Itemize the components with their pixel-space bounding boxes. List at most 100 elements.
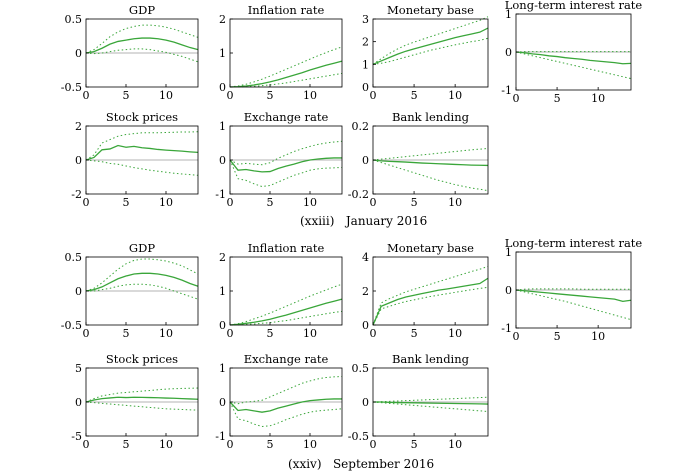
plot-frame xyxy=(372,256,489,326)
x-tick-label: 0 xyxy=(83,196,90,209)
y-tick-label: 0 xyxy=(505,46,512,59)
panel-title: GDP xyxy=(129,241,155,255)
panel-upper-inflation-rate: Inflation rate 0 5 10 0 1 2 xyxy=(219,3,343,102)
x-tick-label: 0 xyxy=(370,327,377,340)
series-median xyxy=(229,398,342,413)
y-tick-label: 0 xyxy=(219,81,226,94)
panel-title: Exchange rate xyxy=(244,110,329,124)
series-lower xyxy=(229,401,343,427)
y-tick-label: 1 xyxy=(362,58,369,71)
x-tick-label: 5 xyxy=(554,92,561,105)
x-tick-label: 0 xyxy=(227,196,234,209)
series-median xyxy=(373,401,489,405)
series-lower xyxy=(515,51,632,80)
panel-title: Monetary base xyxy=(387,241,474,255)
x-tick-label: 10 xyxy=(303,196,317,209)
series-median xyxy=(372,27,489,65)
y-tick-label: 0 xyxy=(75,285,82,298)
panel-lower-inflation-rate: Inflation rate 0 5 10 0 1 2 xyxy=(219,241,343,340)
y-tick-label: 4 xyxy=(362,251,369,264)
y-tick-label: -1 xyxy=(501,322,512,335)
x-tick-label: 0 xyxy=(370,89,377,102)
y-tick-label: 0 xyxy=(362,319,369,332)
caption-september-2016: (xxiv) September 2016 xyxy=(288,457,435,471)
x-tick-label: 10 xyxy=(448,196,462,209)
series-median xyxy=(372,277,489,326)
series-median xyxy=(515,51,632,65)
series-median xyxy=(515,289,632,303)
y-tick-label: 1 xyxy=(505,246,512,259)
x-tick-label: 10 xyxy=(159,89,173,102)
series-median xyxy=(85,272,199,292)
y-tick-label: -0.5 xyxy=(61,81,82,94)
y-tick-label: -0.2 xyxy=(348,188,369,201)
x-tick-label: 10 xyxy=(159,196,173,209)
series-lower xyxy=(372,159,489,192)
series-lower xyxy=(230,310,343,326)
panel-title: Inflation rate xyxy=(248,3,325,17)
y-tick-label: 0 xyxy=(362,81,369,94)
x-tick-label: 10 xyxy=(448,89,462,102)
y-tick-label: -5 xyxy=(71,430,82,443)
x-tick-label: 5 xyxy=(554,330,561,343)
panel-lower-monetary-base: Monetary base 0 5 10 0 2 4 xyxy=(362,241,489,340)
x-tick-label: 5 xyxy=(411,438,418,451)
series-median xyxy=(85,396,199,403)
series-upper xyxy=(85,131,199,161)
x-tick-label: 5 xyxy=(123,89,130,102)
series-median xyxy=(85,144,199,161)
y-tick-label: 2 xyxy=(219,13,226,26)
y-tick-label: 0.2 xyxy=(352,120,370,133)
y-tick-label: 0 xyxy=(75,154,82,167)
series-lower xyxy=(86,283,199,300)
series-median xyxy=(229,298,343,326)
y-tick-label: 1 xyxy=(219,362,226,375)
series-upper xyxy=(85,387,199,403)
panel-upper-monetary-base: Monetary base 0 5 10 0 1 2 3 xyxy=(362,3,489,102)
series-lower xyxy=(230,72,343,88)
series-lower xyxy=(372,286,489,326)
x-tick-label: 0 xyxy=(83,438,90,451)
y-tick-label: 0.5 xyxy=(65,13,83,26)
panel-title: Stock prices xyxy=(106,352,178,366)
y-tick-label: 0.5 xyxy=(352,362,370,375)
panel-title: Inflation rate xyxy=(248,241,325,255)
series-upper xyxy=(372,265,489,326)
y-tick-label: 0 xyxy=(75,47,82,60)
series-upper xyxy=(372,396,489,403)
y-tick-label: 1 xyxy=(219,47,226,60)
x-tick-label: 5 xyxy=(123,196,130,209)
panel-title: Bank lending xyxy=(392,352,470,366)
series-median xyxy=(85,37,199,54)
y-tick-label: 0 xyxy=(219,154,226,167)
panel-title: GDP xyxy=(129,3,155,17)
x-tick-label: 5 xyxy=(411,89,418,102)
x-tick-label: 10 xyxy=(448,327,462,340)
x-tick-label: 10 xyxy=(159,327,173,340)
y-tick-label: 0 xyxy=(505,284,512,297)
series-upper xyxy=(229,140,343,166)
y-tick-label: -0.5 xyxy=(348,430,369,443)
panel-title: Exchange rate xyxy=(244,352,329,366)
series-lower xyxy=(85,48,199,63)
y-tick-label: 5 xyxy=(75,362,82,375)
panel-title: Bank lending xyxy=(392,110,470,124)
y-tick-label: -0.5 xyxy=(61,319,82,332)
y-tick-label: 2 xyxy=(362,285,369,298)
x-tick-label: 5 xyxy=(123,438,130,451)
y-tick-label: 0 xyxy=(362,154,369,167)
x-tick-label: 10 xyxy=(303,438,317,451)
x-tick-label: 5 xyxy=(267,89,274,102)
series-lower xyxy=(229,159,343,188)
x-tick-label: 0 xyxy=(83,89,90,102)
x-tick-label: 0 xyxy=(513,92,520,105)
y-tick-label: 0 xyxy=(219,396,226,409)
y-tick-label: 1 xyxy=(219,285,226,298)
